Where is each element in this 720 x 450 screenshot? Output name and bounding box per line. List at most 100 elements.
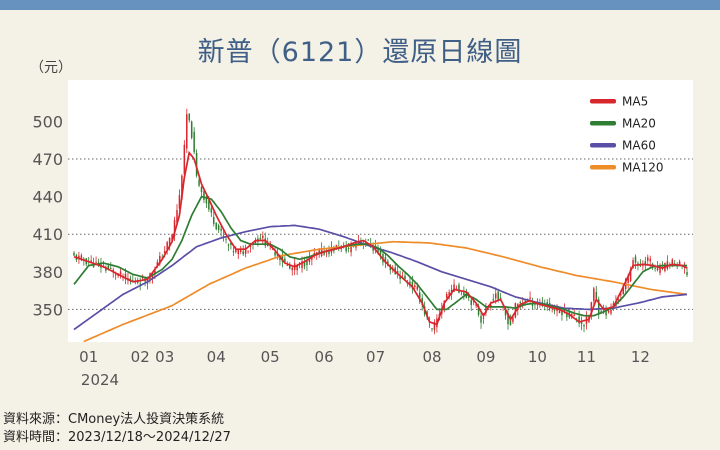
- candle: [200, 186, 203, 196]
- candle-body: [536, 304, 539, 306]
- x-year-label: 2024: [81, 371, 119, 389]
- candle-body: [490, 304, 492, 307]
- candle: [597, 296, 600, 319]
- candle-body: [220, 228, 222, 231]
- candle-body: [195, 152, 198, 176]
- candle-body: [384, 257, 387, 264]
- candle-body: [678, 261, 681, 266]
- candle: [244, 244, 247, 258]
- candle-body: [627, 276, 629, 283]
- candle: [561, 310, 563, 321]
- candle-body: [141, 277, 144, 279]
- x-tick-label: 01: [79, 348, 98, 366]
- candle: [639, 259, 642, 268]
- candle-body: [225, 238, 227, 240]
- candle: [512, 315, 514, 325]
- candle-body: [284, 258, 286, 262]
- y-tick-label: 470: [32, 150, 63, 169]
- legend: MA5 MA20 MA60 MA120: [590, 95, 663, 175]
- candle: [119, 267, 122, 279]
- legend-item: MA5: [590, 95, 648, 109]
- candle: [262, 231, 264, 244]
- candle-body: [512, 316, 514, 322]
- candle-body: [622, 285, 625, 294]
- candle-body: [620, 293, 622, 296]
- y-axis-unit-label: （元）: [30, 60, 72, 76]
- legend-label: MA120: [622, 161, 663, 175]
- ma120-line: [83, 240, 688, 343]
- candle-body: [136, 282, 139, 283]
- candle-body: [448, 292, 450, 298]
- candle-body: [345, 244, 347, 252]
- candle-body: [372, 247, 374, 251]
- candle-body: [492, 299, 495, 301]
- y-axis-ticks: 350 380 410 440 470 500: [32, 112, 63, 319]
- candle: [470, 298, 472, 311]
- candle-body: [607, 310, 610, 313]
- candle-body: [244, 247, 247, 254]
- candle-body: [318, 250, 320, 254]
- candle-body: [497, 291, 499, 301]
- legend-label: MA20: [622, 117, 656, 131]
- ma60-line: [73, 224, 688, 331]
- candle-body: [468, 295, 470, 298]
- candle-body: [553, 309, 556, 311]
- source-line-data-period: 資料時間：2023/12/18～2024/12/27: [3, 430, 231, 445]
- candle-body: [183, 144, 186, 175]
- candle-body: [97, 262, 100, 264]
- x-tick-label: 08: [422, 348, 441, 366]
- candle: [580, 316, 583, 331]
- candle: [132, 274, 134, 282]
- y-tick-label: 410: [32, 225, 63, 244]
- candle-body: [480, 315, 482, 323]
- candle-body: [578, 316, 580, 324]
- candle-body: [254, 240, 257, 244]
- candle-body: [132, 280, 134, 282]
- candle: [529, 291, 531, 305]
- legend-item: MA20: [590, 117, 656, 131]
- candle-body: [264, 238, 267, 246]
- candle: [507, 307, 509, 330]
- candle: [205, 193, 208, 208]
- candle-body: [190, 121, 193, 138]
- candle-body: [119, 271, 122, 275]
- candle-body: [639, 265, 642, 266]
- candle-body: [232, 251, 235, 253]
- candle: [239, 245, 242, 255]
- candle-body: [78, 255, 80, 259]
- candle: [213, 210, 215, 227]
- candle: [168, 237, 171, 251]
- candle: [85, 258, 88, 267]
- candle-body: [583, 325, 585, 327]
- candle-body: [73, 252, 75, 256]
- candle: [73, 251, 75, 257]
- candle: [583, 323, 585, 333]
- candle-body: [597, 299, 600, 314]
- candle-body: [411, 281, 414, 289]
- candle-body: [271, 246, 274, 248]
- candle-body: [80, 255, 83, 259]
- candle: [227, 243, 230, 252]
- x-tick-label: 06: [315, 348, 334, 366]
- candle: [418, 288, 421, 304]
- candle-body: [107, 265, 110, 270]
- x-tick-label: 09: [476, 348, 495, 366]
- candle: [259, 234, 262, 240]
- candle-body: [617, 299, 620, 300]
- chart-title: 新普（6121）還原日線圖: [197, 37, 523, 68]
- candle-body: [279, 256, 281, 261]
- candle-body: [595, 291, 598, 299]
- candle-body: [129, 278, 132, 281]
- candle: [188, 113, 191, 123]
- candle-body: [303, 262, 306, 267]
- legend-item: MA120: [590, 161, 663, 175]
- candle-body: [399, 275, 401, 280]
- candle-body: [235, 248, 237, 253]
- candle-body: [171, 234, 173, 242]
- x-tick-label: 04: [207, 348, 226, 366]
- header-accent-bar: [0, 0, 720, 10]
- candle: [578, 310, 580, 328]
- candle-body: [404, 275, 406, 279]
- candle-body: [230, 242, 232, 245]
